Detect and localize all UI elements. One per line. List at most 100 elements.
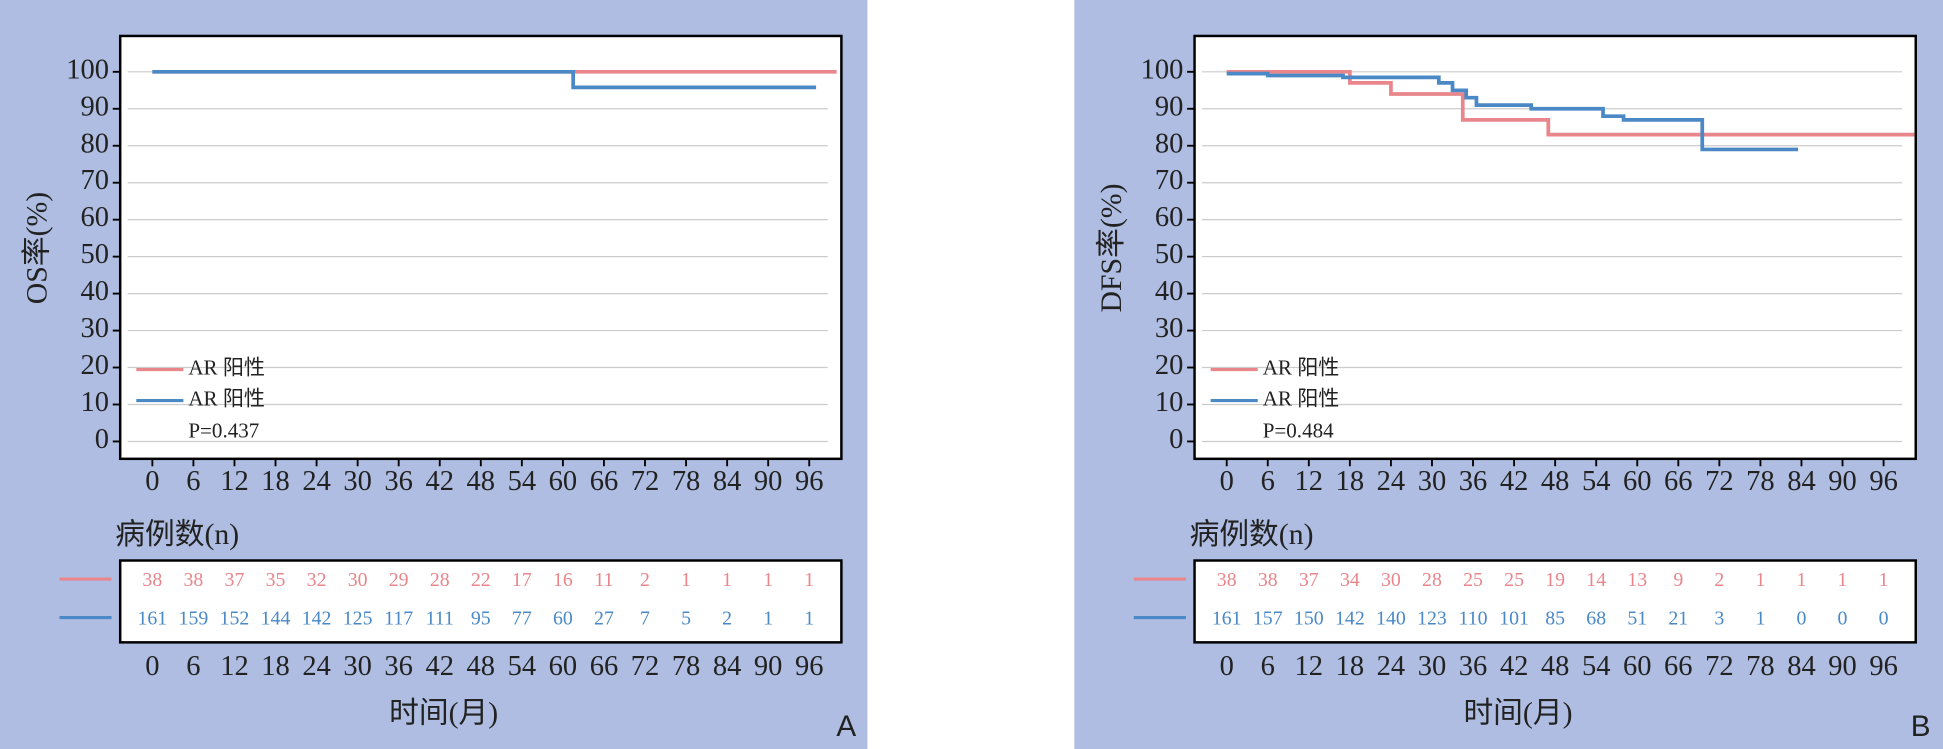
x-tick-label: 78	[1746, 651, 1774, 682]
y-tick-label: 100	[66, 54, 109, 85]
risk-table	[118, 559, 843, 644]
p-value: P=0.437	[188, 419, 259, 443]
at-risk-count: 77	[512, 608, 532, 630]
x-axis-label: 时间(月)	[1463, 696, 1572, 729]
y-tick-label: 80	[1155, 128, 1183, 159]
at-risk-count: 152	[220, 608, 250, 630]
x-tick-label: 54	[508, 651, 536, 682]
at-risk-count: 1	[722, 569, 732, 591]
at-risk-count: 51	[1627, 608, 1647, 630]
x-tick-label: 90	[754, 651, 782, 682]
y-tick-label: 100	[1141, 54, 1184, 85]
at-risk-count: 29	[389, 569, 409, 591]
at-risk-count: 0	[1838, 608, 1848, 630]
x-tick-label: 42	[425, 651, 453, 682]
x-tick-label: 54	[508, 466, 536, 497]
at-risk-count: 125	[343, 608, 373, 630]
at-risk-count: 142	[1335, 608, 1365, 630]
p-value: P=0.484	[1263, 419, 1334, 443]
x-tick-label: 24	[302, 466, 330, 497]
x-tick-label: 48	[1541, 466, 1569, 497]
at-risk-count: 60	[553, 608, 573, 630]
at-risk-count: 142	[302, 608, 332, 630]
at-risk-count: 1	[1838, 569, 1848, 591]
y-tick-label: 70	[81, 165, 109, 196]
at-risk-count: 28	[1422, 569, 1442, 591]
x-tick-label: 0	[1220, 466, 1234, 497]
x-tick-label: 12	[220, 466, 248, 497]
x-tick-label: 36	[1459, 466, 1487, 497]
at-risk-count: 21	[1668, 608, 1688, 630]
x-tick-label: 84	[1787, 466, 1815, 497]
at-risk-count: 38	[142, 569, 162, 591]
at-risk-count: 2	[722, 608, 732, 630]
at-risk-count: 1	[1879, 569, 1889, 591]
at-risk-count: 117	[384, 608, 413, 630]
at-risk-count: 37	[1299, 569, 1319, 591]
at-risk-count: 1	[1755, 569, 1765, 591]
at-risk-count: 11	[594, 569, 613, 591]
at-risk-count: 37	[225, 569, 245, 591]
at-risk-count: 140	[1376, 608, 1406, 630]
y-tick-label: 70	[1155, 165, 1183, 196]
y-tick-label: 0	[1169, 424, 1183, 455]
at-risk-count: 16	[553, 569, 573, 591]
at-risk-count: 34	[1340, 569, 1360, 591]
at-risk-count: 30	[348, 569, 368, 591]
at-risk-count: 14	[1586, 569, 1606, 591]
at-risk-count: 150	[1294, 608, 1324, 630]
x-tick-label: 60	[1623, 466, 1651, 497]
x-tick-label: 90	[1828, 466, 1856, 497]
at-risk-count: 1	[804, 569, 814, 591]
x-tick-label: 6	[1261, 651, 1275, 682]
x-tick-label: 60	[549, 651, 577, 682]
x-tick-label: 12	[1295, 651, 1323, 682]
at-risk-count: 38	[1217, 569, 1237, 591]
x-tick-label: 72	[631, 466, 659, 497]
at-risk-count: 1	[1797, 569, 1807, 591]
x-tick-label: 42	[1500, 466, 1528, 497]
x-tick-label: 18	[261, 466, 289, 497]
at-risk-count: 144	[261, 608, 291, 630]
x-tick-label: 6	[1261, 466, 1275, 497]
x-tick-label: 36	[1459, 651, 1487, 682]
at-risk-count: 95	[471, 608, 491, 630]
x-tick-label: 96	[795, 651, 823, 682]
at-risk-count: 1	[1755, 608, 1765, 630]
y-tick-label: 10	[81, 387, 109, 418]
at-risk-count: 22	[471, 569, 491, 591]
at-risk-count: 101	[1499, 608, 1529, 630]
x-tick-label: 84	[713, 466, 741, 497]
x-tick-label: 18	[1336, 466, 1364, 497]
x-tick-label: 84	[713, 651, 741, 682]
x-tick-label: 78	[672, 466, 700, 497]
at-risk-count: 123	[1417, 608, 1447, 630]
x-tick-label: 30	[1418, 466, 1446, 497]
x-tick-label: 72	[1705, 466, 1733, 497]
y-tick-label: 0	[95, 424, 109, 455]
at-risk-count: 1	[763, 608, 773, 630]
plot-area	[1193, 34, 1917, 461]
risk-table-title: 病例数(n)	[1190, 518, 1314, 551]
y-tick-label: 90	[1155, 91, 1183, 122]
x-tick-label: 84	[1787, 651, 1815, 682]
y-tick-label: 50	[81, 239, 109, 270]
x-tick-label: 18	[1336, 651, 1364, 682]
y-axis-label: DFS率(%)	[1095, 184, 1128, 313]
y-tick-label: 30	[1155, 313, 1183, 344]
x-tick-label: 78	[672, 651, 700, 682]
x-tick-label: 60	[549, 466, 577, 497]
at-risk-count: 32	[307, 569, 327, 591]
y-tick-label: 80	[81, 128, 109, 159]
x-tick-label: 0	[145, 651, 159, 682]
x-tick-label: 6	[186, 466, 200, 497]
x-tick-label: 24	[1377, 651, 1405, 682]
x-tick-label: 54	[1582, 651, 1610, 682]
y-tick-label: 20	[1155, 350, 1183, 381]
x-tick-label: 90	[754, 466, 782, 497]
x-tick-label: 18	[261, 651, 289, 682]
at-risk-count: 1	[763, 569, 773, 591]
x-tick-label: 30	[1418, 651, 1446, 682]
